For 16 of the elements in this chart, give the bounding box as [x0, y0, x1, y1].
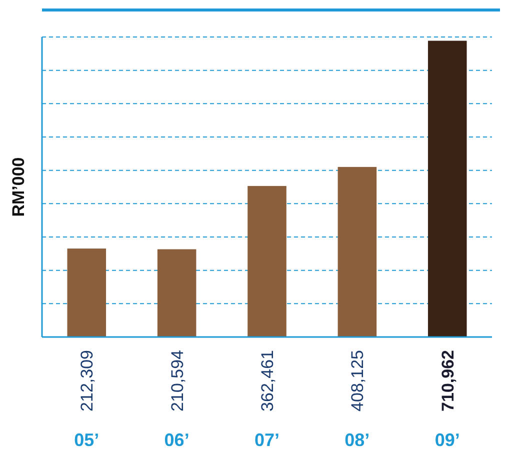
x-tick-label: 08’	[344, 430, 370, 450]
y-axis-title: RM’000	[9, 157, 28, 217]
data-label: 710,962	[438, 350, 458, 412]
data-label: 210,594	[168, 350, 187, 412]
bar	[338, 166, 377, 337]
bar	[157, 249, 196, 337]
data-label: 408,125	[348, 350, 368, 412]
bar	[428, 40, 467, 337]
x-tick-label: 07’	[254, 430, 280, 450]
data-label: 212,309	[78, 350, 97, 412]
bar	[248, 186, 286, 337]
x-tick-label: 09’	[434, 430, 460, 450]
x-tick-label: 05’	[74, 430, 100, 450]
data-label: 362,461	[258, 350, 277, 412]
x-tick-label: 06’	[164, 430, 190, 450]
bar	[67, 248, 106, 337]
